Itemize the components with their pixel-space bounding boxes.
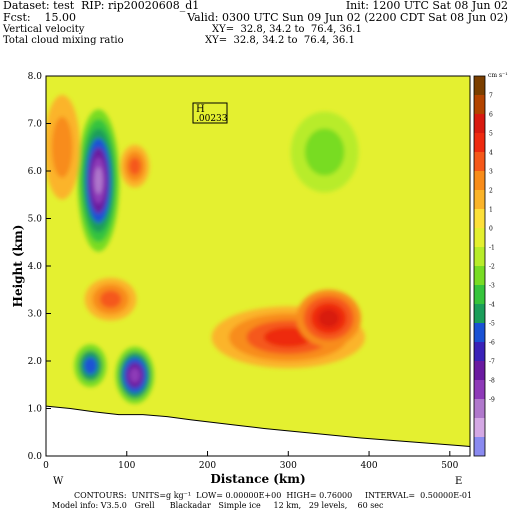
field-vertical-velocity: Vertical velocity: [3, 24, 85, 35]
colorbar-swatch: [474, 437, 485, 456]
y-tick-label: 7.0: [28, 120, 43, 130]
colorbar-label: 5: [489, 131, 493, 138]
colorbar-label: 3: [489, 169, 493, 176]
colorbar-label: -9: [489, 397, 495, 404]
x-tick-label: 400: [360, 461, 377, 471]
colorbar-label: -2: [489, 264, 495, 271]
colorbar-label: -1: [489, 245, 495, 252]
contour-info: CONTOURS: UNITS=g kg⁻¹ LOW= 0.00000E+00 …: [74, 491, 473, 500]
colorbar-swatch: [474, 285, 485, 304]
colorbar-swatch: [474, 247, 485, 266]
colorbar-swatch: [474, 399, 485, 418]
x-tick-label: 0: [43, 461, 49, 471]
contour-7-2: [128, 157, 141, 176]
contour-8-1: [51, 116, 73, 178]
velocity-field: [46, 76, 470, 456]
colorbar-swatch: [474, 76, 485, 95]
east-label: E: [455, 476, 462, 487]
contour-4-2: [83, 356, 98, 375]
contour-5-1: [304, 128, 345, 176]
axes: 0 100 200 300 400 500 0.0 1.0 2.0 3.0 4.0 5.0 6.0 7.0…: [28, 72, 459, 471]
colorbar-swatch: [474, 171, 485, 190]
contour-6-2: [99, 290, 122, 309]
colorbar-swatch: [474, 266, 485, 285]
colorbar-label: 7: [489, 93, 493, 100]
field-background: [46, 76, 470, 456]
colorbar-label: 2: [489, 188, 493, 195]
contour-3-4: [129, 367, 140, 383]
colorbar-label: 1: [489, 207, 493, 214]
high-marker-label: H: [196, 104, 205, 115]
xsec-endpoints-1: XY= 32.8, 34.2 to 76.4, 36.1: [212, 24, 362, 35]
colorbar-swatch: [474, 152, 485, 171]
colorbar-swatch: [474, 418, 485, 437]
colorbar-label: 4: [489, 150, 493, 157]
colorbar-frame: [473, 75, 486, 457]
valid-time: Valid: 0300 UTC Sun 09 Jun 02 (2200 CDT …: [187, 11, 508, 24]
colorbar-swatch: [474, 95, 485, 114]
colorbar-swatch: [474, 361, 485, 380]
colorbar-label: -7: [489, 359, 495, 366]
y-tick-label: 2.0: [28, 357, 43, 367]
colorbar-label: 0: [489, 226, 493, 233]
high-marker-box: [192, 102, 228, 124]
colorbar-unit: cm s⁻¹: [488, 72, 508, 79]
colorbar-label: -3: [489, 283, 495, 290]
y-tick-label: 5.0: [28, 215, 43, 225]
colorbar-label: 6: [489, 112, 493, 119]
model-info: Model info: V3.5.0 Grell Blackadar Simpl…: [52, 501, 384, 510]
x-tick-label: 300: [280, 461, 297, 471]
colorbar-swatch: [474, 228, 485, 247]
colorbar-label: -4: [489, 302, 495, 309]
contour-0-3: [263, 327, 313, 348]
high-marker-value: .00233: [196, 114, 228, 124]
forecast-hour: Fcst: 15.00: [3, 11, 77, 24]
high-marker: H .00233: [192, 102, 228, 124]
y-tick-label: 3.0: [28, 310, 43, 320]
colorbar-swatch: [474, 190, 485, 209]
contour-1-3: [318, 309, 339, 328]
y-axis-label: Height (km): [11, 225, 25, 308]
y-tick-label: 0.0: [28, 452, 43, 462]
colorbar-label: -8: [489, 378, 495, 385]
colorbar-swatch: [474, 323, 485, 342]
y-tick-label: 8.0: [28, 72, 43, 82]
colorbar: 7 6 5 4 3 2 1 0 -1 -2 -3 -4 -5 -6 -7 -8 -9: [473, 75, 495, 457]
init-time: Init: 1200 UTC Sat 08 Jun 02: [345, 0, 508, 12]
xsec-endpoints-2: XY= 32.8, 34.2 to 76.4, 36.1: [205, 35, 355, 46]
dataset-label: Dataset: test RIP: rip20020608_d1: [3, 0, 200, 12]
x-axis-label: Distance (km): [210, 472, 305, 486]
x-tick-label: 100: [118, 461, 135, 471]
y-tick-label: 4.0: [28, 262, 43, 272]
terrain-fill: [45, 405, 471, 457]
colorbar-swatch: [474, 304, 485, 323]
y-tick-label: 6.0: [28, 167, 43, 177]
west-label: W: [53, 476, 64, 487]
colorbar-swatch: [474, 209, 485, 228]
y-tick-label: 1.0: [28, 405, 43, 415]
field-cloud-mixing: Total cloud mixing ratio: [3, 35, 124, 46]
colorbar-swatch: [474, 380, 485, 399]
contour-2-6: [94, 167, 103, 194]
colorbar-swatch: [474, 114, 485, 133]
colorbar-swatch: [474, 342, 485, 361]
colorbar-label: -5: [489, 321, 495, 328]
x-tick-label: 200: [199, 461, 216, 471]
x-tick-label: 500: [441, 461, 458, 471]
colorbar-swatch: [474, 133, 485, 152]
colorbar-label: -6: [489, 340, 495, 347]
